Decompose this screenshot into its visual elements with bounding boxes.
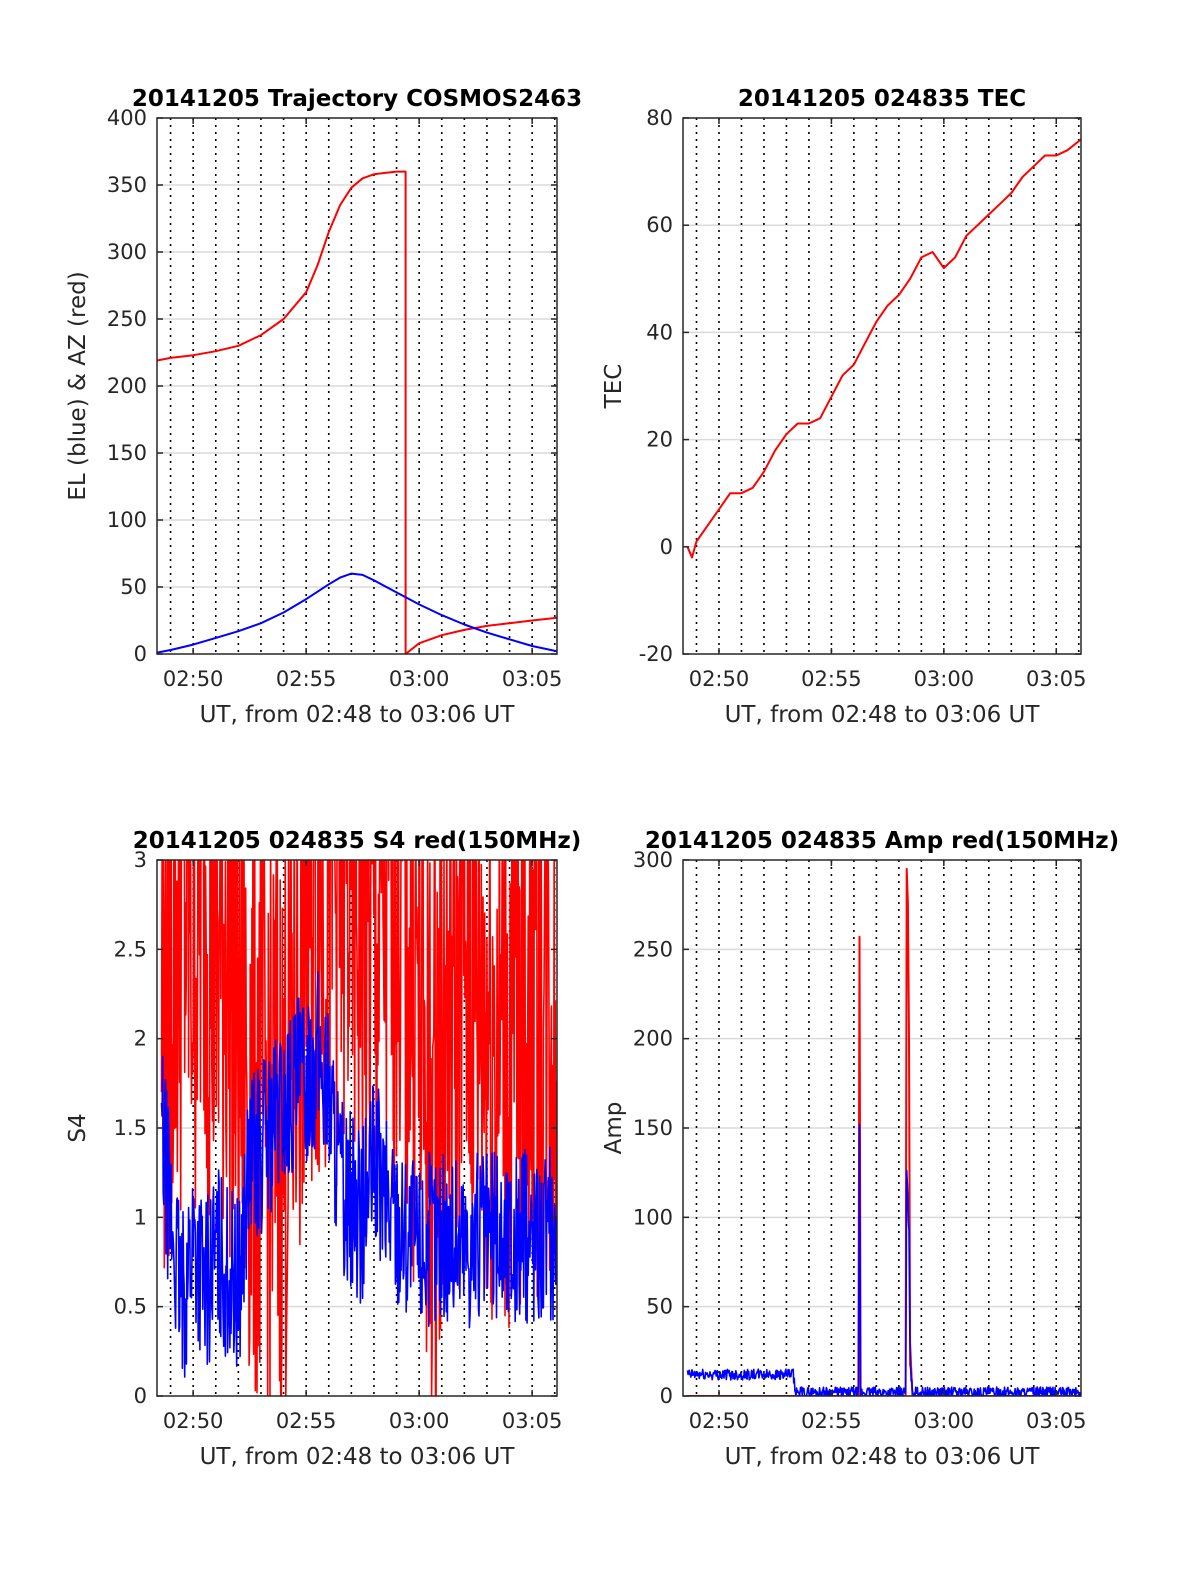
x-axis-label: UT, from 02:48 to 03:06 UT: [200, 1444, 516, 1470]
x-tick-label: 03:00: [389, 1409, 450, 1433]
chart-amp: 0 50 100 150 200 250 300 02:50 02:55 03:00 03:05 20…: [601, 828, 1119, 1470]
y-axis-label: EL (blue) & AZ (red): [65, 271, 91, 500]
series-group: [686, 138, 1081, 559]
x-tick-label: 03:00: [389, 667, 450, 691]
series-line-0000ff: [160, 971, 557, 1378]
y-tick-label: 200: [107, 374, 147, 398]
x-tick-label: 02:55: [276, 1409, 337, 1433]
y-tick-label: 250: [107, 307, 147, 331]
x-tick-label: 03:00: [914, 1409, 975, 1433]
y-tick-label: 150: [107, 441, 147, 465]
y-axis-label: S4: [65, 1113, 91, 1142]
x-tick-label: 03:05: [1026, 1409, 1087, 1433]
chart-tec: -20 0 20 40 60 80 02:50 02:55 03:00 03:05 20141205…: [601, 86, 1087, 728]
series-line-ff0000: [686, 138, 1081, 559]
y-tick-label: 100: [107, 508, 147, 532]
y-tick-label: 1: [134, 1205, 147, 1229]
y-tick-label: 60: [646, 213, 673, 237]
x-tick-label: 03:00: [914, 667, 975, 691]
y-axis-label: Amp: [601, 1102, 627, 1155]
y-tick-label: 80: [646, 106, 673, 130]
y-tick-label: 2.5: [114, 937, 147, 961]
y-tick-label: 0: [134, 642, 147, 666]
chart-title: 20141205 024835 TEC: [738, 86, 1026, 112]
y-tick-label: 350: [107, 173, 147, 197]
axes-box: [682, 117, 1082, 655]
y-axis-label: TEC: [601, 364, 627, 410]
x-tick-label: 02:55: [801, 1409, 862, 1433]
chart-s4: 0 0.5 1 1.5 2 2.5 3 02:50 02:55 03:00 03:05 2014120…: [65, 828, 582, 1470]
series-group: [686, 867, 1081, 1396]
chart-trajectory: 0 50 100 150 200 250 300 350 400 02:50 02:55 03:00 0…: [65, 86, 582, 728]
y-tick-label: 200: [633, 1027, 673, 1051]
y-tick-label: 300: [633, 848, 673, 872]
y-tick-label: -20: [639, 642, 673, 666]
y-tick-label: 100: [633, 1205, 673, 1229]
chart-title: 20141205 024835 S4 red(150MHz): [133, 828, 582, 854]
y-tick-label: 400: [107, 106, 147, 130]
x-tick-label: 03:05: [1026, 667, 1087, 691]
series-line-ff0000: [160, 860, 557, 1396]
x-tick-label: 02:55: [801, 667, 862, 691]
y-tick-label: 300: [107, 240, 147, 264]
x-tick-label: 02:50: [163, 667, 224, 691]
y-tick-label: 0: [134, 1384, 147, 1408]
chart-title: 20141205 024835 Amp red(150MHz): [645, 828, 1119, 854]
y-tick-label: 20: [646, 428, 673, 452]
x-axis-label: UT, from 02:48 to 03:06 UT: [725, 1444, 1041, 1470]
y-tick-label: 50: [646, 1295, 673, 1319]
y-tick-label: 0: [660, 535, 673, 559]
y-tick-label: 40: [646, 320, 673, 344]
x-tick-label: 03:05: [502, 1409, 563, 1433]
y-tick-label: 0.5: [114, 1295, 147, 1319]
y-tick-label: 0: [660, 1384, 673, 1408]
y-tick-label: 250: [633, 937, 673, 961]
x-tick-label: 02:50: [689, 667, 750, 691]
x-tick-label: 02:50: [689, 1409, 750, 1433]
y-tick-label: 2: [134, 1027, 147, 1051]
series-group: [157, 170, 557, 654]
y-tick-label: 1.5: [114, 1116, 147, 1140]
series-line-EL: [157, 572, 557, 654]
x-tick-label: 02:55: [276, 667, 337, 691]
series-line-ff0000: [687, 867, 1081, 1396]
y-tick-label: 3: [134, 848, 147, 872]
x-tick-label: 03:05: [502, 667, 563, 691]
series-line-AZ: [157, 170, 557, 654]
x-axis-label: UT, from 02:48 to 03:06 UT: [200, 702, 516, 728]
x-axis-label: UT, from 02:48 to 03:06 UT: [725, 702, 1041, 728]
series-line-0000ff: [686, 1124, 1081, 1396]
y-tick-label: 50: [120, 575, 147, 599]
x-tick-label: 02:50: [163, 1409, 224, 1433]
y-tick-label: 150: [633, 1116, 673, 1140]
chart-title: 20141205 Trajectory COSMOS2463: [132, 86, 582, 112]
